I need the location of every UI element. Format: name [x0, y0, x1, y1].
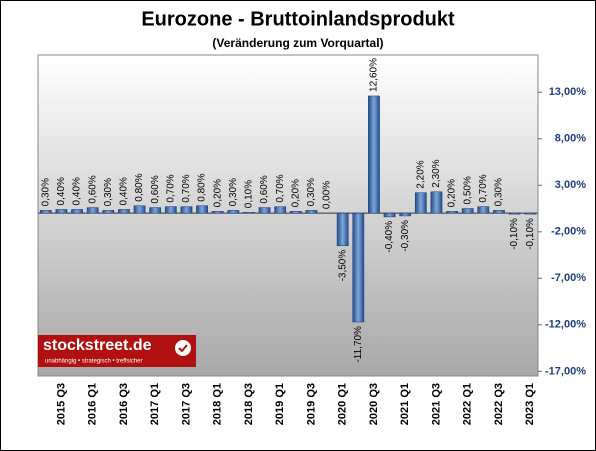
bar: [430, 191, 443, 214]
x-tick-label: 2018 Q1: [212, 383, 224, 425]
x-tick-label: 2016 Q1: [87, 383, 99, 425]
value-label: 0,70%: [165, 174, 176, 202]
bar: [383, 212, 396, 218]
value-label: 0,70%: [181, 174, 192, 202]
value-label: -0,40%: [384, 221, 395, 253]
bar: [102, 210, 115, 214]
value-label: 0,20%: [290, 179, 301, 207]
bar: [86, 207, 99, 214]
value-label: 0,30%: [494, 178, 505, 206]
x-tick-label: 2023 Q1: [524, 383, 536, 425]
bar: [164, 206, 177, 214]
bar: [493, 210, 505, 214]
bar: [149, 207, 162, 214]
logo-text: stockstreet.de: [43, 337, 152, 354]
value-label: 0,10%: [244, 180, 255, 208]
bar: [414, 192, 427, 214]
value-label: 2,20%: [415, 160, 426, 188]
x-tick-label: 2020 Q1: [337, 383, 349, 425]
value-label: -0,10%: [509, 218, 520, 250]
chart-title: Eurozone - Bruttoinlandsprodukt: [141, 8, 455, 30]
bar: [368, 95, 380, 214]
bar: [446, 211, 458, 214]
y-tick-label: -12,00%: [545, 319, 586, 331]
y-tick-label: 8,00%: [555, 133, 586, 145]
value-label: 0,80%: [134, 173, 145, 201]
bar: [243, 211, 255, 214]
y-tick-label: -7,00%: [551, 272, 586, 284]
plot-area: [37, 54, 539, 377]
logo-tagline: unabhängig • strategisch • treffsicher: [45, 359, 142, 365]
logo-box: [38, 335, 196, 367]
value-label: 0,20%: [447, 179, 458, 207]
x-tick-label: 2015 Q3: [55, 383, 67, 425]
bar: [39, 210, 52, 214]
bar: [336, 212, 349, 246]
value-label: 0,30%: [228, 178, 239, 206]
value-label: 0,30%: [40, 178, 51, 206]
value-label: 0,20%: [212, 179, 223, 207]
bar: [258, 207, 271, 214]
value-label: -3,50%: [337, 250, 348, 282]
x-tick-label: 2017 Q3: [180, 383, 192, 425]
logo: stockstreet.de unabhängig • strategisch …: [38, 335, 196, 367]
value-label: 0,70%: [478, 174, 489, 202]
x-tick-label: 2022 Q1: [462, 383, 474, 425]
value-label: 0,30%: [103, 178, 114, 206]
x-tick-label: 2016 Q3: [118, 383, 130, 425]
value-label: -0,30%: [400, 220, 411, 252]
value-label: 0,60%: [259, 175, 270, 203]
bar: [399, 212, 412, 217]
x-tick-label: 2022 Q3: [493, 383, 505, 425]
bar: [477, 206, 490, 214]
y-tick-label: -17,00%: [545, 365, 586, 377]
value-label: 0,60%: [87, 175, 98, 203]
bar: [180, 206, 193, 214]
value-label: 0,50%: [462, 176, 473, 204]
value-label: 2,30%: [431, 159, 442, 187]
x-tick-label: 2017 Q1: [149, 383, 161, 425]
bar: [133, 205, 146, 214]
y-tick-label: 3,00%: [555, 179, 586, 191]
bar: [508, 212, 521, 215]
x-tick-label: 2021 Q1: [399, 383, 411, 425]
value-label: 0,80%: [197, 173, 208, 201]
bar: [524, 212, 537, 215]
x-tick-label: 2021 Q3: [430, 383, 442, 425]
bar: [274, 206, 287, 214]
y-tick-label: -2,00%: [551, 226, 586, 238]
bar: [196, 205, 208, 214]
value-label: 0,30%: [306, 178, 317, 206]
logo-icon: [175, 340, 191, 356]
bar: [305, 210, 318, 214]
bar: [55, 209, 68, 214]
bar: [461, 208, 474, 214]
value-label: 0,70%: [275, 174, 286, 202]
bar: [227, 210, 240, 214]
value-label: 0,60%: [150, 175, 161, 203]
value-label: 0,40%: [56, 177, 67, 205]
x-tick-label: 2020 Q3: [368, 383, 380, 425]
value-label: 12,60%: [369, 58, 380, 92]
x-tick-label: 2019 Q1: [274, 383, 286, 425]
value-label: 0,40%: [119, 177, 130, 205]
logo-check: [178, 344, 188, 353]
value-label: -0,10%: [525, 218, 536, 250]
bar: [289, 211, 302, 214]
bar: [71, 209, 83, 214]
value-label: -11,70%: [353, 326, 364, 363]
chart-subtitle: (Veränderung zum Vorquartal): [212, 36, 383, 50]
bar: [211, 211, 224, 214]
y-tick-label: 13,00%: [549, 86, 587, 98]
x-tick-label: 2019 Q3: [305, 383, 317, 425]
bar: [352, 212, 365, 323]
value-label: 0,40%: [72, 177, 83, 205]
bar: [118, 209, 130, 214]
value-label: 0,00%: [322, 181, 333, 209]
x-tick-label: 2018 Q3: [243, 383, 255, 425]
